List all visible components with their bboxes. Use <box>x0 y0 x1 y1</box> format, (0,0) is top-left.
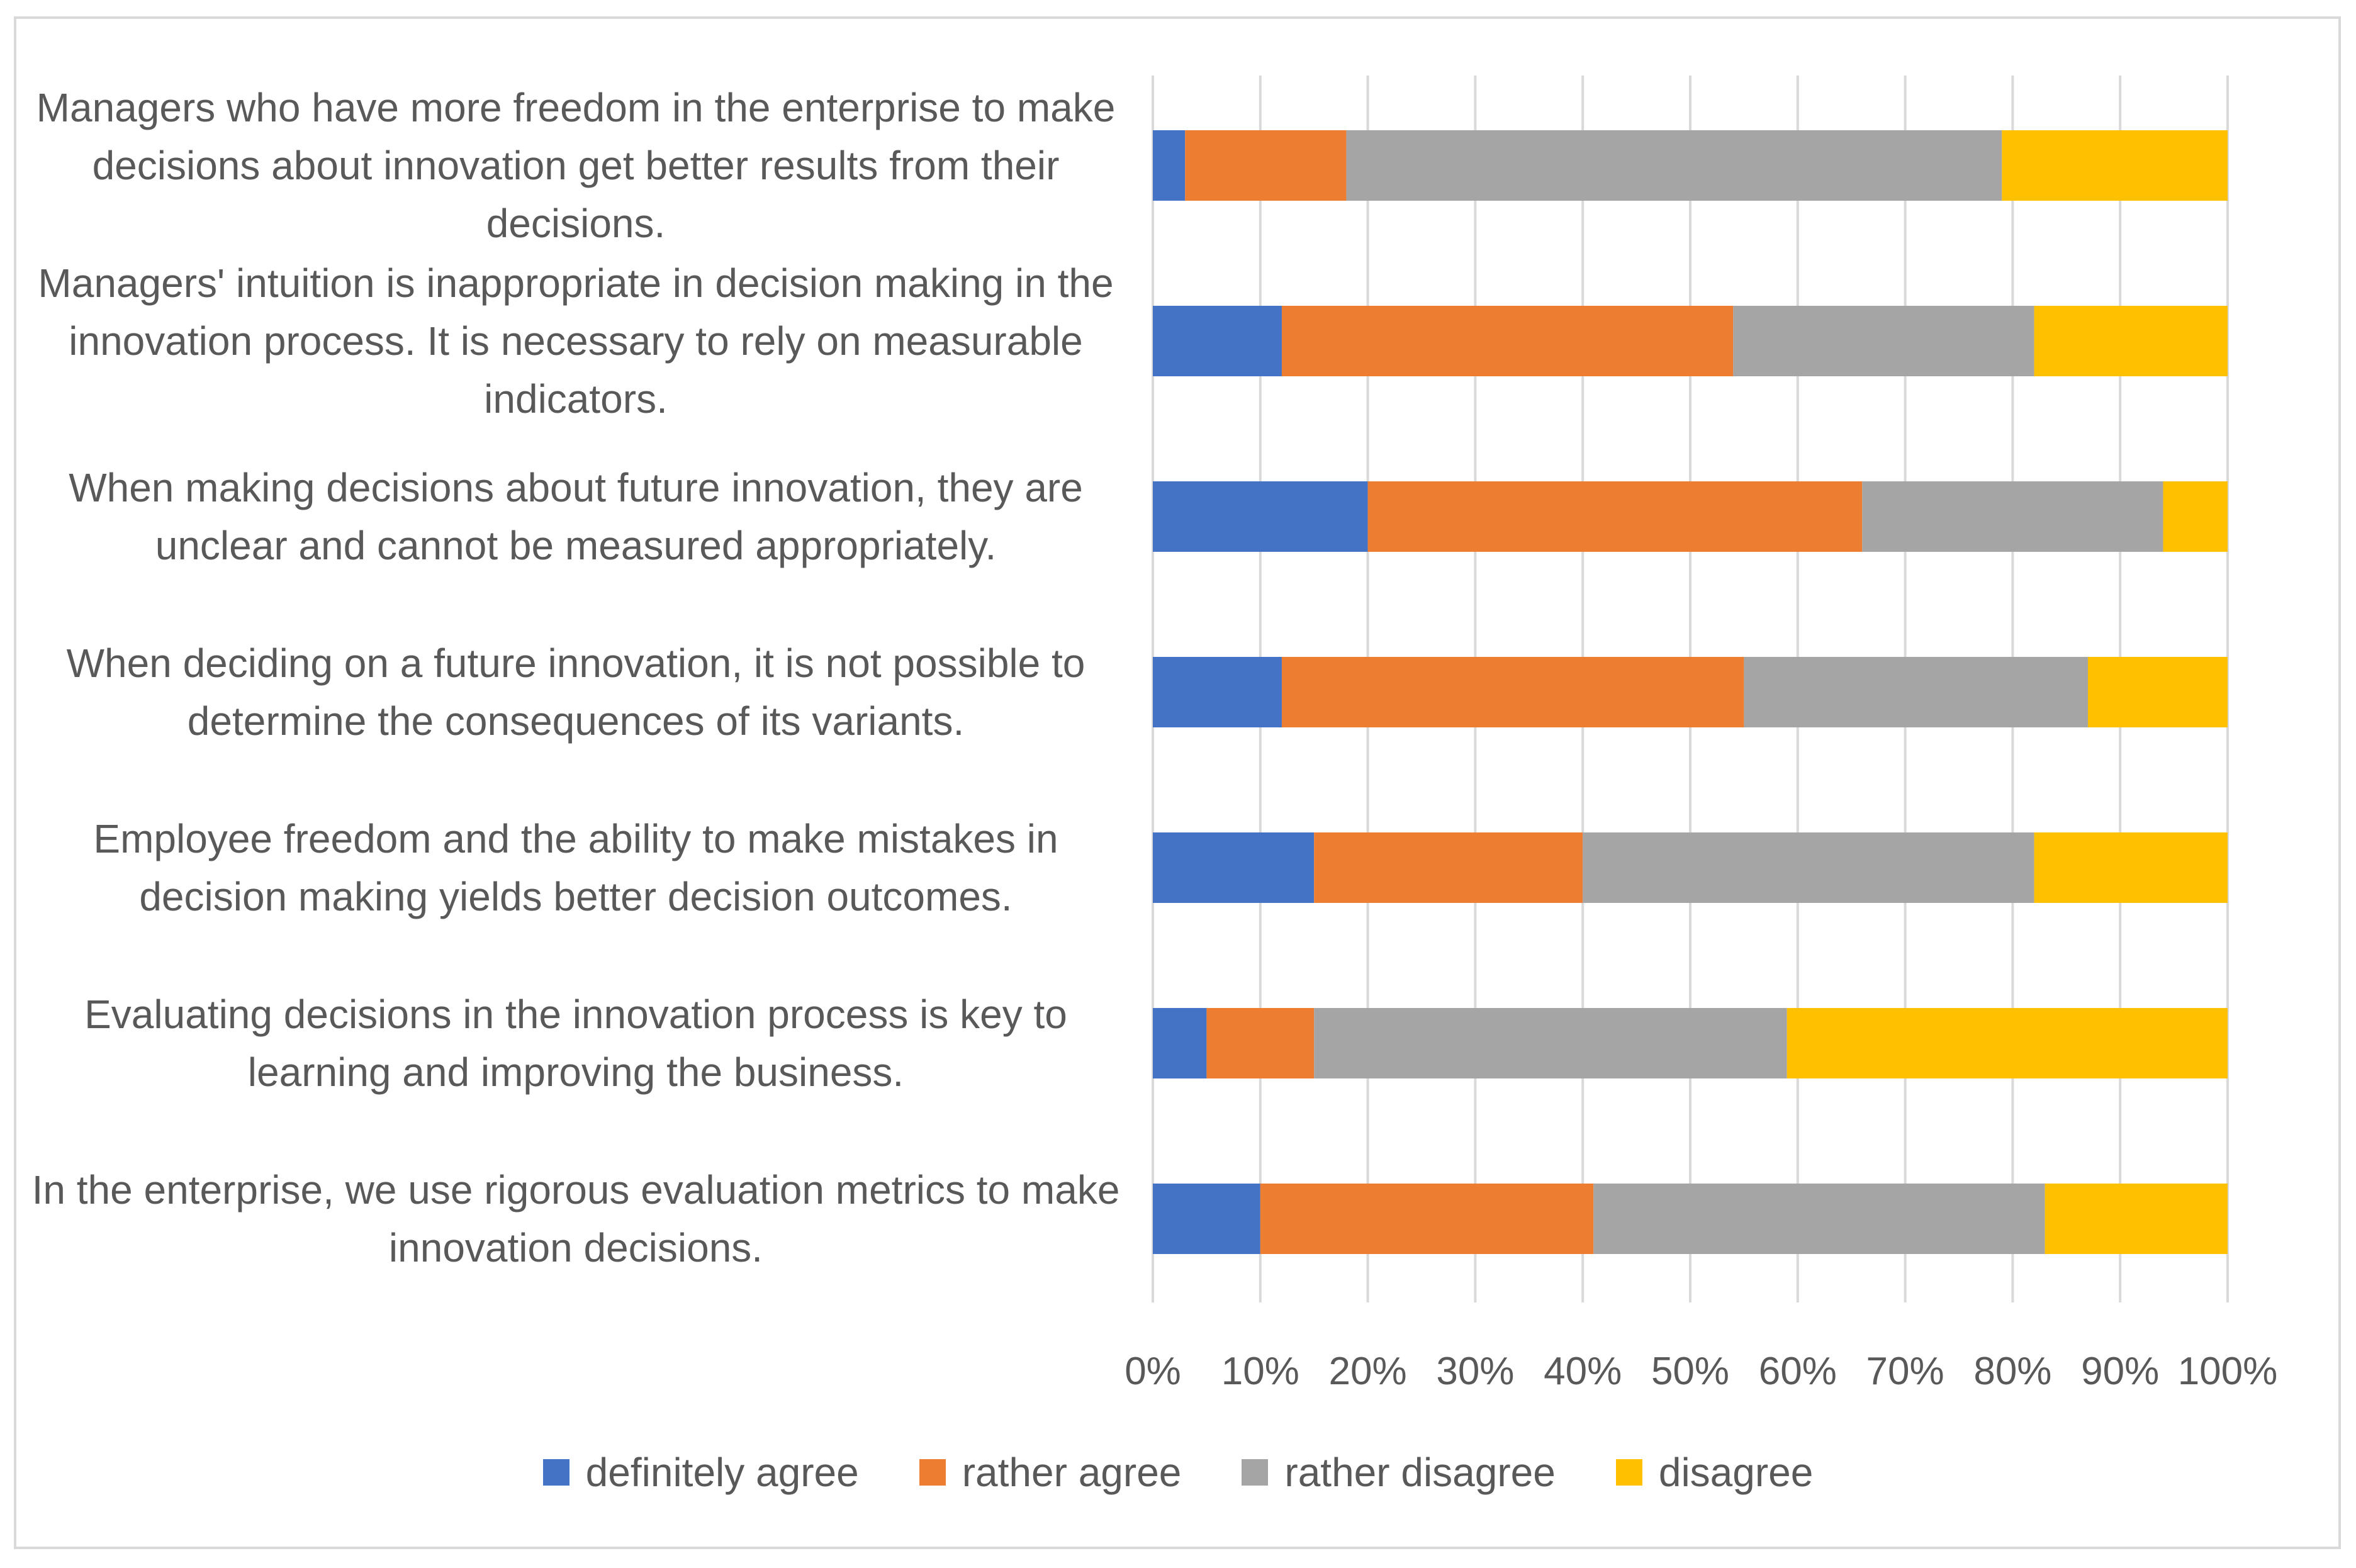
category-label: Managers who have more freedom in the en… <box>36 85 1116 246</box>
category-label: When making decisions about future innov… <box>69 465 1083 568</box>
bar-segment-rather-agree <box>1281 306 1734 376</box>
x-tick-label: 90% <box>2081 1350 2159 1393</box>
bar-segment-definitely-agree <box>1153 657 1282 727</box>
legend-swatch <box>919 1459 946 1486</box>
bar-segment-definitely-agree <box>1153 1184 1260 1254</box>
x-tick-label: 50% <box>1651 1350 1729 1393</box>
bar-segment-rather-disagree <box>1862 481 2163 552</box>
bar-segment-rather-disagree <box>1733 306 2034 376</box>
bar-segment-disagree <box>2034 832 2228 903</box>
bar-segment-rather-disagree <box>1583 832 2034 903</box>
legend: definitely agree rather agree rather disag… <box>0 1441 2356 1504</box>
x-axis-ticks: 0% 10% 20% 30% 40% 50% 60% 70% 80% 90% 100% <box>1125 1350 2277 1393</box>
chart-frame <box>14 16 2341 1549</box>
bar-segment-rather-disagree <box>1593 1184 2045 1254</box>
bar-segment-disagree <box>2045 1184 2228 1254</box>
bar-segment-rather-agree <box>1185 130 1347 201</box>
bar-segment-definitely-agree <box>1153 481 1368 552</box>
x-tick-label: 30% <box>1436 1350 1514 1393</box>
legend-item: rather agree <box>919 1449 1182 1496</box>
bar-segment-rather-disagree <box>1346 130 2002 201</box>
bar-segment-rather-agree <box>1367 481 1863 552</box>
bar-segment-definitely-agree <box>1153 1008 1207 1078</box>
bar-segment-rather-agree <box>1314 832 1583 903</box>
bar-segment-rather-agree <box>1281 657 1744 727</box>
bar-segment-disagree <box>1787 1008 2228 1078</box>
category-label: Managers' intuition is inappropriate in … <box>38 260 1114 422</box>
x-tick-label: 40% <box>1544 1350 1622 1393</box>
bar-segment-definitely-agree <box>1153 832 1315 903</box>
bars <box>1153 130 2228 1254</box>
x-tick-label: 20% <box>1329 1350 1407 1393</box>
category-label: Evaluating decisions in the innovation p… <box>84 992 1067 1095</box>
legend-item: definitely agree <box>542 1449 859 1496</box>
legend-swatch <box>1242 1459 1269 1486</box>
bar-segment-definitely-agree <box>1153 130 1186 201</box>
x-tick-label: 80% <box>1973 1350 2051 1393</box>
x-tick-label: 10% <box>1221 1350 1299 1393</box>
bar-segment-disagree <box>2034 306 2228 376</box>
bar-segment-rather-disagree <box>1744 657 2088 727</box>
bar-segment-disagree <box>2163 481 2228 552</box>
legend-item: disagree <box>1615 1449 1814 1496</box>
bar-segment-disagree <box>2087 657 2228 727</box>
legend-label: rather disagree <box>1284 1450 1556 1495</box>
legend-label: definitely agree <box>585 1450 859 1495</box>
bar-segment-rather-agree <box>1260 1184 1594 1254</box>
x-tick-label: 0% <box>1125 1350 1181 1393</box>
bar-segment-disagree <box>2002 130 2228 201</box>
x-tick-label: 70% <box>1866 1350 1944 1393</box>
x-tick-label: 60% <box>1759 1350 1837 1393</box>
category-label: Employee freedom and the ability to make… <box>93 816 1058 919</box>
legend-swatch <box>542 1459 569 1486</box>
bar-segment-rather-disagree <box>1314 1008 1787 1078</box>
bar-segment-definitely-agree <box>1153 306 1282 376</box>
legend-label: disagree <box>1658 1450 1814 1495</box>
category-label: When deciding on a future innovation, it… <box>66 641 1085 744</box>
legend-swatch <box>1615 1459 1642 1486</box>
category-label: In the enterprise, we use rigorous evalu… <box>31 1167 1120 1270</box>
bar-segment-rather-agree <box>1206 1008 1315 1078</box>
legend-item: rather disagree <box>1242 1449 1556 1496</box>
legend-label: rather agree <box>962 1450 1182 1495</box>
x-tick-label: 100% <box>2178 1350 2278 1393</box>
